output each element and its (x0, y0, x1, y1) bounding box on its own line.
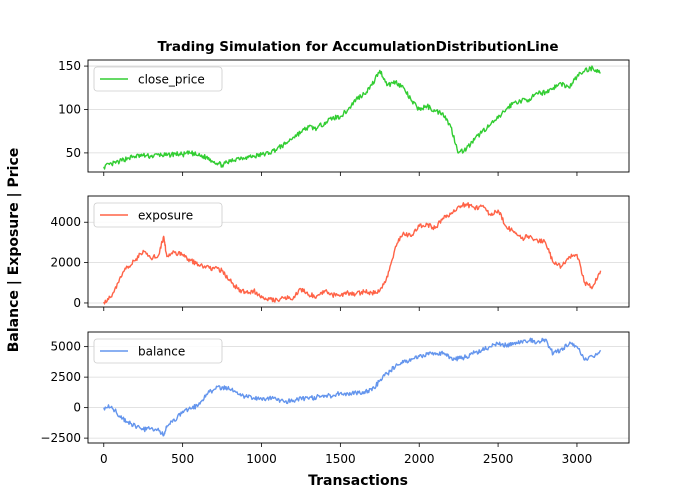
exposure-series-line (103, 202, 602, 305)
axes-frame (87, 195, 630, 308)
y-tick-label: 0 (73, 401, 81, 415)
chart-title: Trading Simulation for AccumulationDistr… (158, 39, 559, 55)
legend-label: exposure (138, 209, 193, 223)
x-tick-label: 1500 (325, 452, 356, 466)
x-tick-label: 3000 (562, 452, 593, 466)
x-tick-label: 2000 (404, 452, 435, 466)
axes-frame (87, 59, 630, 173)
y-tick-label: −2500 (40, 431, 81, 445)
axes-frame (87, 331, 630, 444)
exposure-panel: 0 2000 4000 exposure (50, 195, 630, 311)
y-tick-label: 100 (58, 102, 81, 116)
x-tick-label: 2500 (483, 452, 514, 466)
y-tick-label: 2500 (50, 370, 81, 384)
x-tick-label: 0 (100, 452, 108, 466)
y-tick-label: 0 (73, 296, 81, 310)
y-tick-label: 5000 (50, 340, 81, 354)
y-tick-label: 2000 (50, 256, 81, 270)
y-tick-label: 150 (58, 59, 81, 73)
y-tick-label: 50 (66, 146, 81, 160)
legend: balance (93, 338, 223, 364)
balance-series-line (103, 337, 602, 437)
balance-panel: −2500 0 2500 5000 balance (40, 331, 630, 447)
close_price-series-line (103, 65, 601, 170)
legend-box (93, 66, 223, 92)
x-tick-label: 1000 (246, 452, 277, 466)
legend: close_price (93, 66, 223, 92)
x-axis: 0 500 1000 1500 2000 2500 3000 (100, 452, 592, 466)
x-tick-label: 500 (171, 452, 194, 466)
legend-label: close_price (138, 73, 205, 87)
legend: exposure (93, 202, 223, 228)
legend-label: balance (138, 345, 185, 359)
price-panel: 50 100 150 close_price (58, 59, 630, 176)
x-axis-label: Transactions (308, 473, 408, 489)
y-tick-label: 4000 (50, 215, 81, 229)
legend-box (93, 338, 223, 364)
y-axis-label: Balance | Exposure | Price (6, 148, 22, 353)
legend-box (93, 202, 223, 228)
